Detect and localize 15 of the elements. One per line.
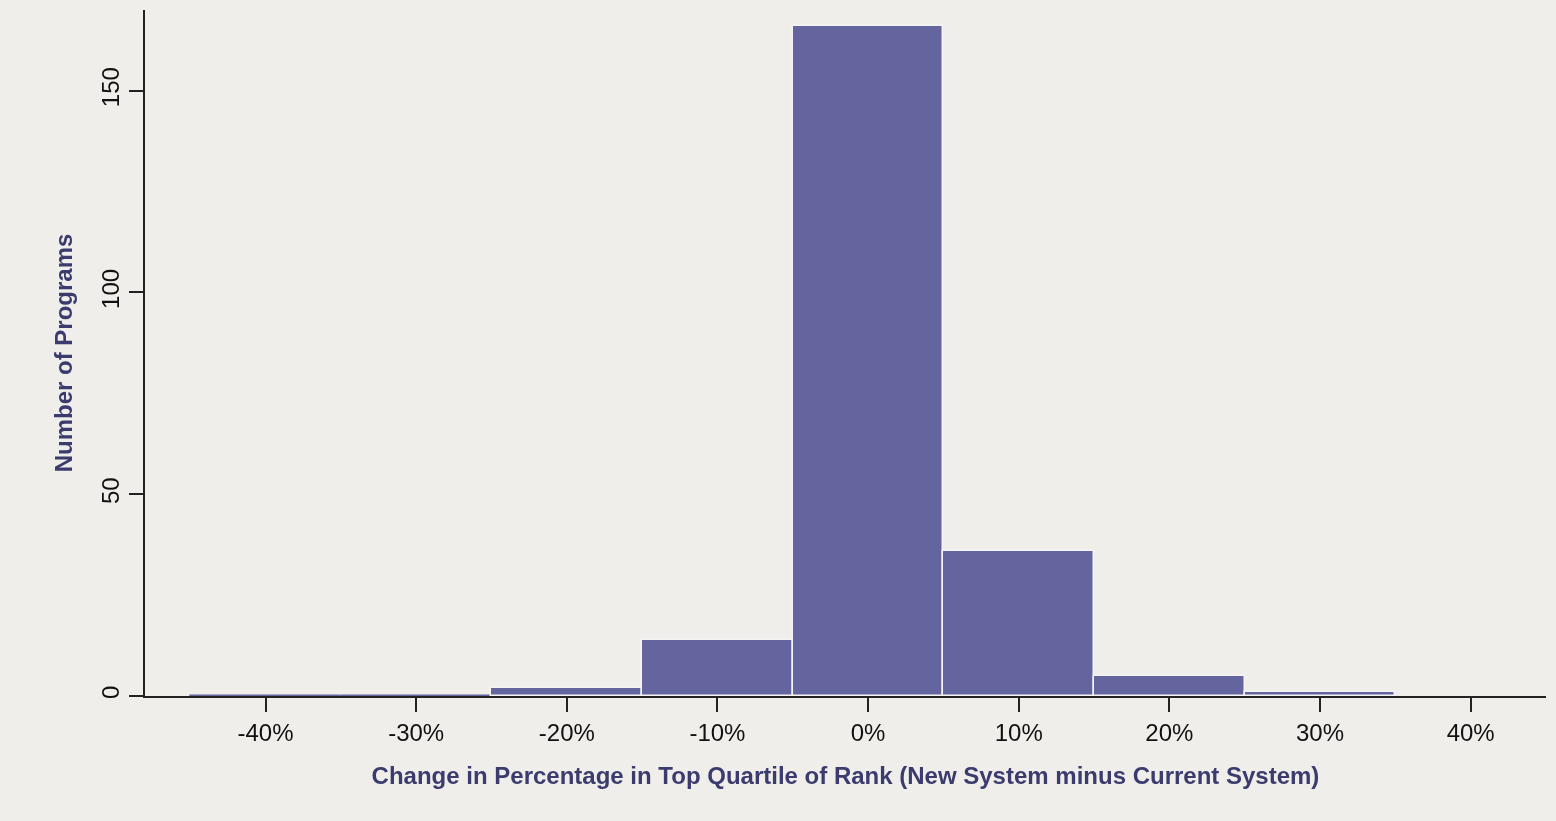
y-tick-label: 0 <box>97 685 125 700</box>
y-tick-label: 50 <box>97 477 125 504</box>
x-axis-title: Change in Percentage in Top Quartile of Rank (New System minus Current System) <box>371 761 1320 789</box>
x-tick-label: 30% <box>1296 718 1345 746</box>
y-tick-label: 150 <box>97 67 125 108</box>
x-tick-label: -10% <box>689 718 746 746</box>
x-tick-label: 0% <box>850 718 886 746</box>
x-tick-label: -20% <box>538 718 595 746</box>
y-tick-label: 100 <box>97 268 125 309</box>
y-axis-title: Number of Programs <box>50 233 77 473</box>
x-tick-label: 40% <box>1446 718 1495 746</box>
x-tick-label: -30% <box>388 718 445 746</box>
x-tick-label: -40% <box>237 718 294 746</box>
x-tick-label: 10% <box>994 718 1043 746</box>
x-tick-label: 20% <box>1145 718 1194 746</box>
